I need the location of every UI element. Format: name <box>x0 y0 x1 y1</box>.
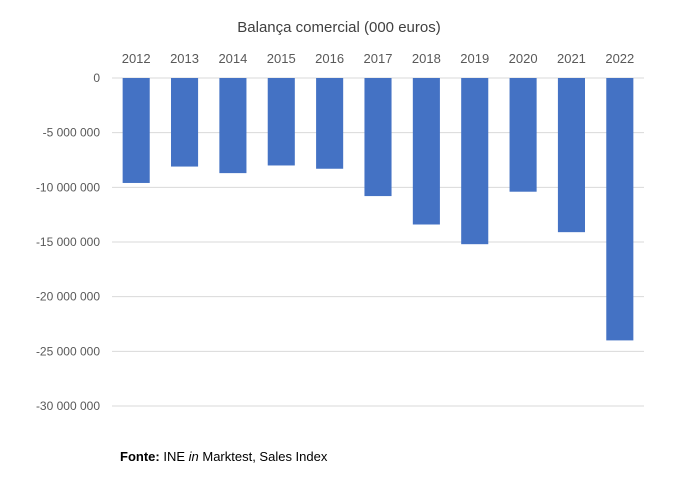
bar-2013 <box>171 78 199 167</box>
bar-2022 <box>606 78 634 341</box>
bar-2015 <box>267 78 295 166</box>
source-note: Fonte: INE in Marktest, Sales Index <box>120 449 327 464</box>
x-tick-label: 2020 <box>509 51 538 66</box>
y-axis-labels: 0 -5 000 000 -10 000 000 -15 000 000 -20 000… <box>36 71 100 413</box>
x-tick-label: 2022 <box>605 51 634 66</box>
x-tick-label: 2016 <box>315 51 344 66</box>
x-tick-label: 2017 <box>364 51 393 66</box>
y-tick-label: -20 000 000 <box>36 290 100 304</box>
source-in: in <box>188 449 199 464</box>
y-tick-label: -30 000 000 <box>36 399 100 413</box>
bar-2021 <box>557 78 585 233</box>
source-label: Fonte: <box>120 449 160 464</box>
bar-2018 <box>412 78 440 225</box>
y-tick-label: -15 000 000 <box>36 235 100 249</box>
bar-2012 <box>122 78 150 183</box>
bar-2017 <box>364 78 392 197</box>
y-tick-label: -25 000 000 <box>36 344 100 358</box>
x-tick-label: 2018 <box>412 51 441 66</box>
y-tick-label: -10 000 000 <box>36 180 100 194</box>
bar-2014 <box>219 78 247 174</box>
bar-2016 <box>316 78 344 169</box>
x-axis-labels: 2012 2013 2014 2015 2016 2017 2018 2019 2020 2021… <box>122 51 635 66</box>
bar-2020 <box>509 78 537 192</box>
bars <box>122 78 634 341</box>
y-tick-label: 0 <box>93 71 100 85</box>
source-prefix: INE <box>159 449 189 464</box>
chart-title: Balança comercial (000 euros) <box>237 19 440 36</box>
x-tick-label: 2012 <box>122 51 151 66</box>
x-tick-label: 2013 <box>170 51 199 66</box>
x-tick-label: 2014 <box>218 51 247 66</box>
x-tick-label: 2019 <box>460 51 489 66</box>
x-tick-label: 2021 <box>557 51 586 66</box>
y-tick-label: -5 000 000 <box>43 126 101 140</box>
x-tick-label: 2015 <box>267 51 296 66</box>
source-suffix: Marktest, Sales Index <box>198 449 328 464</box>
bar-2019 <box>461 78 489 245</box>
